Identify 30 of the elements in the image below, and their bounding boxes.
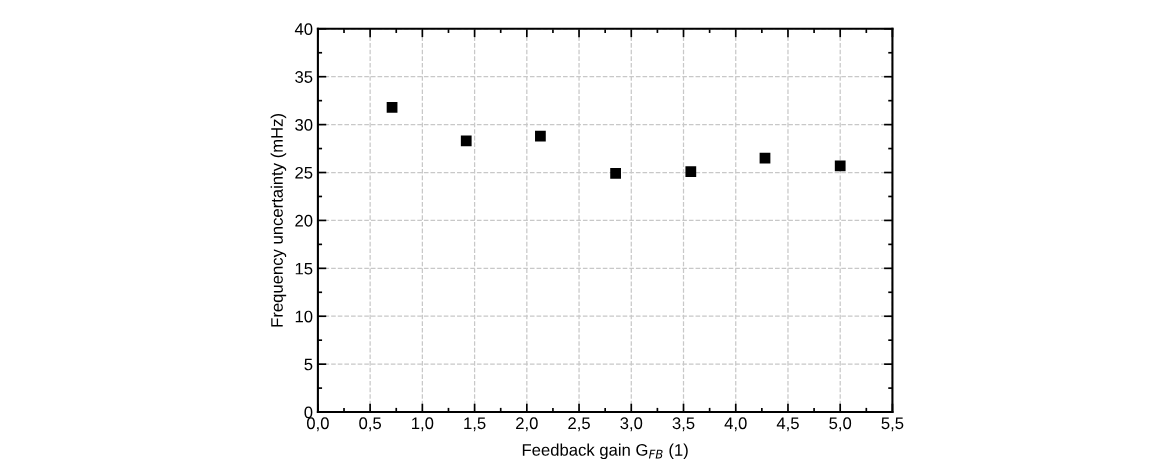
x-tick-label: 4,5: [776, 417, 799, 432]
y-tick-label: 20: [295, 214, 313, 227]
x-tick-label: 5,5: [881, 417, 904, 432]
x-tick-label: 0,0: [306, 417, 329, 432]
x-tick-label: 4,0: [724, 417, 747, 432]
x-tick-label: 5,0: [829, 417, 852, 432]
x-tick-label: 3,0: [620, 417, 643, 432]
y-tick-label: 35: [295, 71, 313, 83]
x-axis-title: Feedback gain G$_{FB}$ (1): [522, 443, 688, 460]
point: [834, 160, 846, 172]
y-tick-label: 15: [295, 262, 313, 275]
point: [759, 152, 771, 164]
x-tick-label: 1,5: [464, 417, 486, 432]
point: [386, 101, 398, 113]
y-tick-label: 10: [295, 310, 313, 323]
point: [460, 135, 472, 147]
x-tick-label: 2,5: [568, 417, 590, 432]
y-tick-label: 40: [294, 23, 313, 35]
y-tick-label: 30: [295, 119, 313, 131]
y-tick-label: 0: [304, 406, 313, 419]
x-tick-label: 3,5: [672, 417, 695, 432]
point: [685, 166, 697, 177]
y-tick-label: 5: [304, 358, 313, 371]
x-tick-label: 2,0: [516, 417, 538, 432]
point: [535, 130, 546, 142]
y-tick-label: 25: [295, 166, 313, 179]
point: [610, 168, 621, 179]
y-axis-title: Frequency uncertainty (mHz): [270, 114, 287, 327]
x-tick-label: 1,0: [412, 417, 434, 432]
x-tick-label: 0,5: [359, 417, 382, 432]
